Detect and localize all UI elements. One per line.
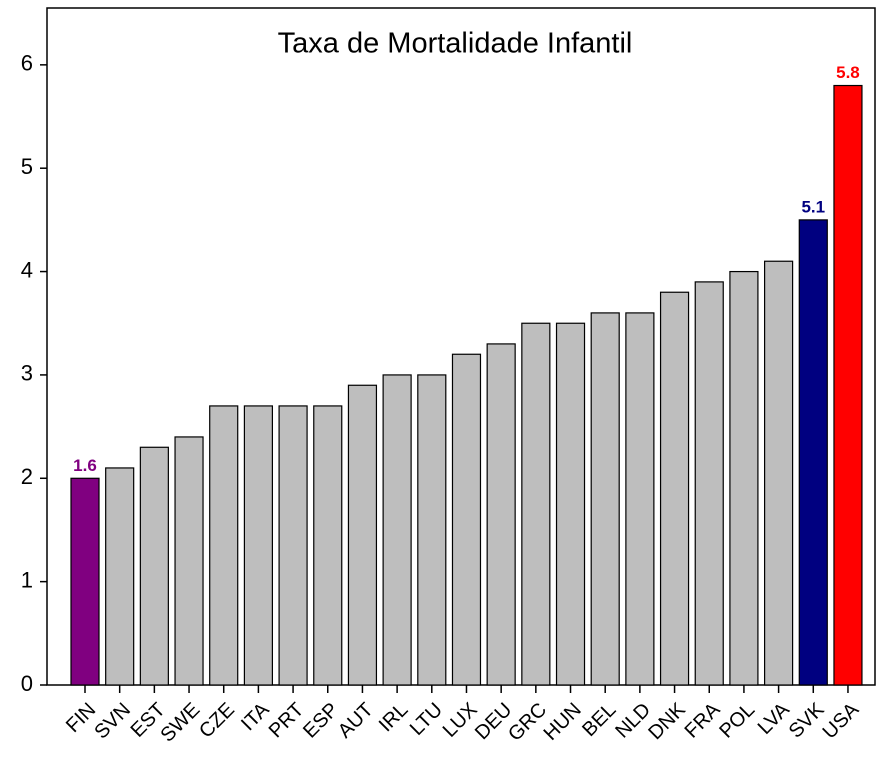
x-tick-label: DEU <box>471 699 516 744</box>
y-tick-label: 3 <box>21 361 33 386</box>
x-tick-label: BEL <box>578 699 620 741</box>
bar <box>555 322 586 686</box>
bar <box>833 84 863 686</box>
x-tick-label: AUT <box>334 699 378 743</box>
y-tick-label: 2 <box>21 464 33 489</box>
x-tick-label: HUN <box>540 699 586 745</box>
data-label: 1.6 <box>73 456 97 475</box>
x-tick-label: FRA <box>681 698 725 742</box>
y-tick-label: 1 <box>21 567 33 592</box>
x-tick-label: ESP <box>299 699 343 743</box>
data-label: 5.1 <box>801 197 825 216</box>
x-tick-label: IRL <box>375 699 413 737</box>
x-tick-label: USA <box>819 698 864 743</box>
bar <box>382 374 412 686</box>
y-tick-label: 5 <box>21 154 33 179</box>
bar <box>174 436 204 686</box>
bar <box>694 281 724 686</box>
bar <box>451 353 482 686</box>
bar <box>417 374 447 686</box>
data-label: 5.8 <box>836 63 860 82</box>
x-tick-label: DNK <box>644 698 690 744</box>
bar <box>243 405 273 686</box>
x-tick-label: POL <box>715 699 759 743</box>
bar <box>139 446 169 686</box>
x-tick-label: NLD <box>611 699 655 743</box>
bar <box>521 322 551 686</box>
x-tick-label: PRT <box>265 699 309 743</box>
x-tick-label: LVA <box>754 698 795 739</box>
y-tick-label: 0 <box>21 671 33 696</box>
chart-title: Taxa de Mortalidade Infantil <box>278 28 633 60</box>
bar <box>313 405 343 686</box>
x-tick-label: CZE <box>195 699 239 743</box>
bar <box>347 384 378 686</box>
bar <box>729 270 759 686</box>
bar <box>798 219 828 686</box>
bar <box>209 405 239 686</box>
bar <box>763 260 794 686</box>
bar <box>590 312 620 686</box>
y-tick-label: 4 <box>21 257 33 282</box>
x-tick-label: SVK <box>785 698 829 742</box>
bar <box>278 405 308 686</box>
x-tick-label: SWE <box>157 699 205 747</box>
y-tick-label: 6 <box>21 51 33 76</box>
x-tick-label: LTU <box>406 699 447 740</box>
x-tick-label: LUX <box>439 699 482 742</box>
bar <box>659 291 690 686</box>
bar <box>625 312 655 686</box>
bar <box>105 467 135 686</box>
bar <box>486 343 516 686</box>
bar <box>70 477 100 686</box>
x-tick-label: SVN <box>90 699 135 744</box>
x-tick-label: GRC <box>504 699 551 746</box>
